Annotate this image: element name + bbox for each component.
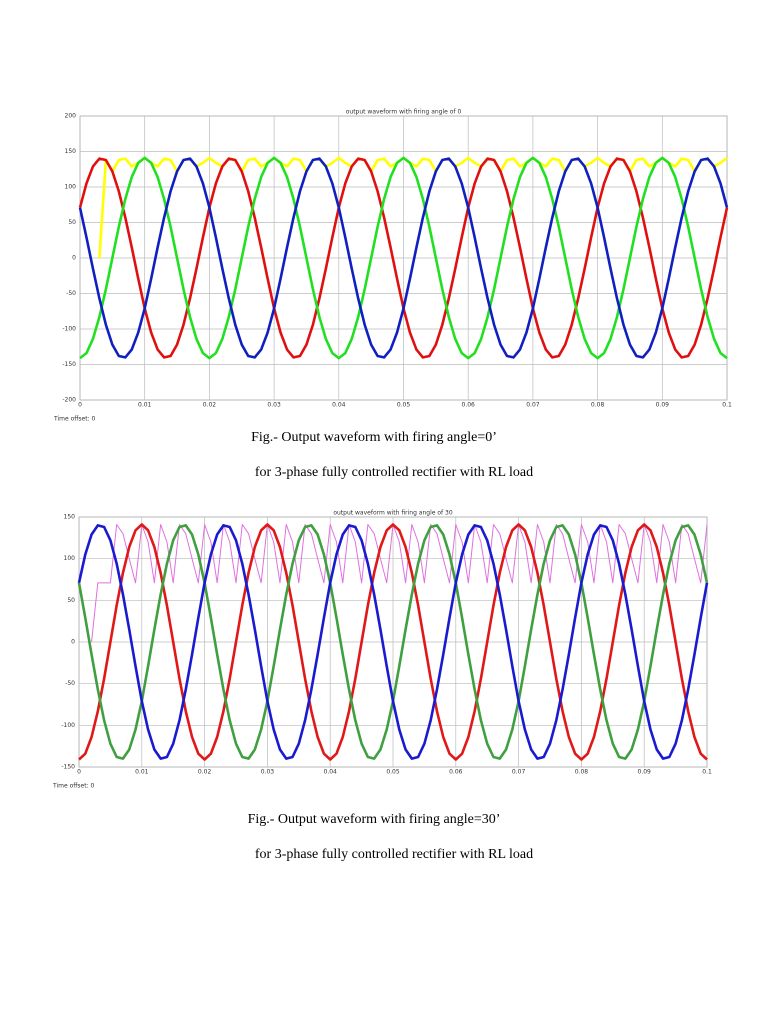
y-tick-label: -150 <box>61 764 75 771</box>
x-tick-label: 0.09 <box>656 402 670 409</box>
x-tick-label: 0.07 <box>512 769 526 776</box>
x-tick-label: 0.09 <box>638 769 652 776</box>
caption: Fig.- Output waveform with firing angle=… <box>248 812 501 827</box>
x-tick-label: 0.06 <box>462 402 476 409</box>
y-tick-label: -50 <box>65 680 75 687</box>
y-tick-label: 200 <box>65 113 77 120</box>
series-line <box>77 524 709 760</box>
x-tick-label: 0.06 <box>449 769 463 776</box>
y-tick-label: 150 <box>64 514 76 521</box>
y-tick-label: 100 <box>64 555 76 562</box>
x-tick-label: 0 <box>78 402 82 409</box>
x-tick-label: 0.08 <box>575 769 589 776</box>
caption: Fig.- Output waveform with firing angle=… <box>251 430 497 445</box>
y-tick-label: 0 <box>72 255 76 262</box>
time-offset: Time offset: 0 <box>52 783 94 790</box>
x-tick-label: 0.04 <box>332 402 346 409</box>
x-tick-label: 0.04 <box>324 769 338 776</box>
caption: for 3-phase fully controlled rectifier w… <box>255 847 533 862</box>
x-tick-label: 0.03 <box>261 769 275 776</box>
y-tick-label: -200 <box>62 397 76 404</box>
y-tick-label: -150 <box>62 361 76 368</box>
y-tick-label: -50 <box>66 290 76 297</box>
y-tick-label: -100 <box>61 722 75 729</box>
x-tick-label: 0 <box>77 769 81 776</box>
y-tick-label: -100 <box>62 326 76 333</box>
y-tick-label: 150 <box>65 148 77 155</box>
x-tick-label: 0.01 <box>138 402 152 409</box>
x-tick-label: 0.1 <box>702 769 712 776</box>
x-tick-label: 0.07 <box>526 402 540 409</box>
x-tick-label: 0.05 <box>397 402 411 409</box>
caption: for 3-phase fully controlled rectifier w… <box>255 465 533 480</box>
x-tick-label: 0.02 <box>203 402 217 409</box>
y-tick-label: 50 <box>68 219 76 226</box>
x-tick-label: 0.03 <box>267 402 281 409</box>
x-tick-label: 0.02 <box>198 769 212 776</box>
x-tick-label: 0.01 <box>135 769 149 776</box>
x-tick-label: 0.08 <box>591 402 605 409</box>
series-line <box>78 157 729 359</box>
y-tick-label: 100 <box>65 184 77 191</box>
y-tick-label: 50 <box>67 597 75 604</box>
series-line <box>91 524 708 643</box>
x-tick-label: 0.05 <box>386 769 400 776</box>
chart-title: output waveform with firing angle of 30 <box>333 510 453 517</box>
chart-title: output waveform with firing angle of 0 <box>346 109 462 116</box>
x-tick-label: 0.1 <box>722 402 732 409</box>
time-offset: Time offset: 0 <box>53 416 95 423</box>
y-tick-label: 0 <box>71 639 75 646</box>
